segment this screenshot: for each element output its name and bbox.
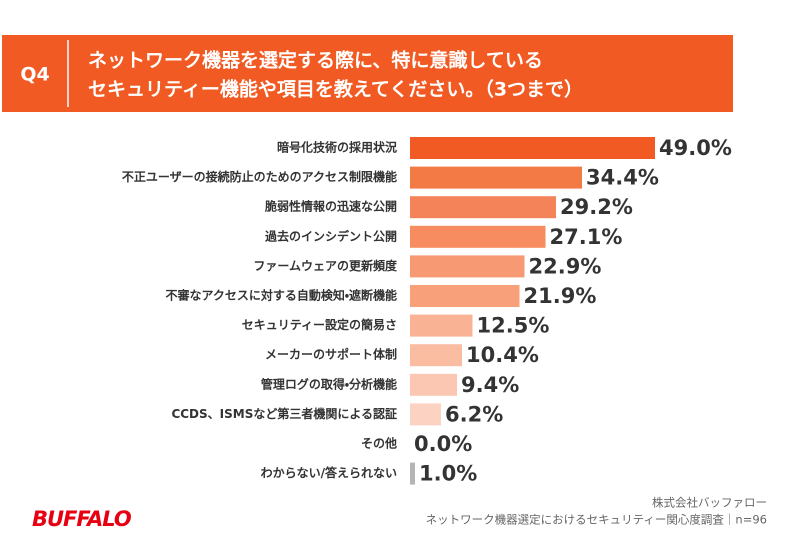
value-label: 21.9% [524, 284, 597, 308]
bar [410, 344, 462, 367]
bar [410, 285, 520, 307]
category-label: メーカーのサポート体制 [265, 347, 397, 362]
category-label: 不審なアクセスに対する自動検知・遮断機能 [166, 288, 397, 303]
bar [410, 373, 457, 396]
value-label: 0.0% [414, 432, 472, 456]
bar [410, 196, 556, 219]
value-label: 29.2% [560, 195, 633, 219]
category-label: わからない/答えられない [261, 465, 397, 480]
value-label: 34.4% [586, 166, 659, 190]
question-label: Q4 [20, 64, 49, 86]
bar [410, 225, 546, 248]
category-label: 暗号化技術の採用状況 [277, 140, 397, 155]
value-label: 27.1% [550, 225, 623, 249]
value-label: 49.0% [659, 136, 732, 160]
chart-title: ネットワーク機器を選定する際に、特に意識している [88, 49, 543, 72]
value-label: 10.4% [466, 343, 539, 367]
bar [410, 403, 441, 426]
bar [410, 166, 582, 189]
bar [410, 314, 473, 337]
value-label: 6.2% [445, 402, 503, 426]
value-label: 9.4% [461, 373, 519, 397]
category-label: CCDS、ISMSなど第三者機関による認証 [171, 406, 397, 421]
value-label: 1.0% [419, 462, 477, 486]
category-label: その他 [361, 436, 397, 451]
category-label: 過去のインシデント公開 [265, 228, 397, 243]
footer-company: 株式会社バッファロー [652, 496, 767, 510]
category-label: ファームウェアの更新頻度 [253, 258, 397, 273]
value-label: 12.5% [477, 314, 550, 338]
bar [410, 255, 525, 278]
category-label: 不正ユーザーの接続防止のためのアクセス制限機能 [122, 169, 397, 184]
logo: BUFFALO [32, 507, 132, 531]
bar [410, 462, 415, 485]
chart-title: セキュリティー機能や項目を教えてください。（3つまで） [88, 78, 583, 101]
category-label: 管理ログの取得・分析機能 [261, 376, 397, 391]
category-label: セキュリティー設定の簡易さ [242, 317, 397, 332]
header-band [2, 35, 733, 112]
bar [410, 137, 655, 159]
category-label: 脆弱性情報の迅速な公開 [264, 199, 397, 214]
footer-source: ネットワーク機器選定におけるセキュリティー関心度調査｜n=96 [426, 513, 767, 527]
value-label: 22.9% [529, 254, 602, 278]
